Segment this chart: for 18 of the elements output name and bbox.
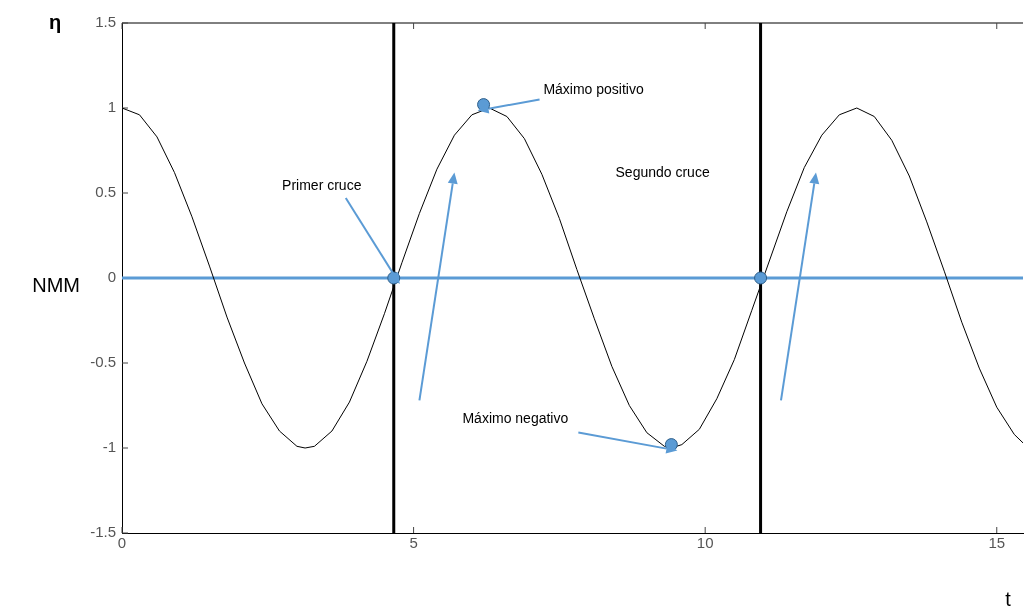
point [754, 271, 768, 285]
annotation: Segundo cruce [615, 164, 710, 181]
x-axis-title: t [1005, 587, 1012, 610]
y-tick-label: -1 [102, 438, 116, 456]
x-tick-label: 5 [409, 534, 418, 552]
y-tick-label: 0.5 [95, 183, 116, 201]
x-tick-label: 10 [696, 534, 714, 552]
annotation: Máximo negativo [462, 410, 569, 427]
y-tick-label: 0 [107, 268, 116, 286]
y-tick-label: -0.5 [90, 353, 116, 371]
y-tick-label: 1 [107, 98, 116, 116]
annotation: Primer cruce [282, 176, 362, 193]
y-axis-title: η [48, 10, 62, 33]
ref-line-label: NMM [32, 273, 80, 296]
y-tick-label: 1.5 [95, 13, 116, 31]
annotation: Máximo positivo [543, 81, 644, 98]
x-tick-label: 15 [988, 534, 1006, 552]
y-tick-label: -1.5 [90, 523, 116, 541]
